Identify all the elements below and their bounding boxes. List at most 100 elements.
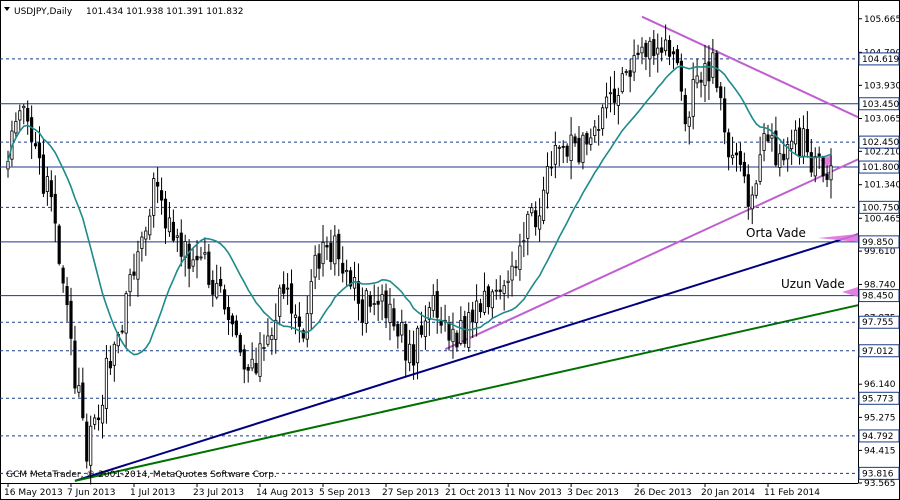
candle	[494, 279, 498, 300]
candle	[81, 367, 85, 421]
candle	[628, 58, 632, 93]
candle-body	[211, 279, 215, 295]
candle	[30, 105, 34, 160]
candle	[652, 30, 656, 65]
candle	[821, 156, 825, 183]
candle-body	[766, 134, 770, 142]
candle-body	[140, 236, 144, 249]
level-label: 99.850	[862, 238, 894, 248]
candle-body	[742, 161, 746, 177]
candle	[297, 302, 301, 343]
candle	[490, 289, 494, 318]
candle-body	[266, 335, 270, 345]
candle	[534, 201, 538, 236]
date-tick-label: 7 Jun 2013	[67, 488, 115, 498]
candle-body	[475, 300, 479, 324]
candle	[758, 136, 762, 185]
candle-body	[691, 79, 695, 117]
candle	[455, 330, 459, 352]
candle	[612, 70, 617, 115]
candle-body	[730, 154, 735, 159]
candle	[624, 69, 628, 76]
trendline	[74, 233, 859, 482]
level-arrow	[842, 287, 858, 297]
candle-body	[313, 254, 317, 278]
trendline	[444, 158, 859, 351]
candle-body	[451, 328, 455, 343]
level-label: 93.816	[862, 469, 894, 479]
candle	[778, 144, 782, 177]
candle	[675, 44, 680, 66]
candle-body	[37, 142, 42, 159]
candle	[549, 151, 553, 177]
candle-body	[384, 290, 388, 319]
level-label: 104.619	[862, 55, 899, 65]
candle-body	[108, 361, 112, 369]
candle	[85, 413, 89, 469]
candle	[120, 324, 124, 335]
price-tick-label: 98.740	[864, 280, 896, 290]
level-label: 103.450	[862, 100, 899, 110]
level-label: 94.792	[862, 432, 894, 442]
candle-body	[73, 340, 77, 389]
date-tick-label: 3 Dec 2013	[567, 488, 619, 498]
candle	[601, 104, 605, 136]
candle	[301, 328, 305, 343]
candle	[415, 325, 420, 380]
candle	[337, 229, 341, 277]
candle	[313, 245, 317, 290]
level-label-box	[858, 135, 900, 149]
candle-body	[57, 225, 61, 264]
annotation-uzun-vade: Uzun Vade	[781, 277, 845, 291]
candle-body	[577, 137, 581, 163]
candle-body	[526, 213, 530, 239]
candle	[711, 38, 715, 84]
candle-body	[734, 152, 739, 156]
candle	[65, 277, 69, 322]
date-tick-label: 23 Jul 2013	[193, 488, 244, 498]
candle-body	[490, 291, 494, 309]
dropdown-triangle-icon[interactable]	[4, 7, 10, 11]
candle-body	[372, 303, 376, 305]
candle	[234, 315, 238, 338]
candle-body	[502, 285, 506, 294]
candle	[152, 172, 156, 228]
candle	[825, 165, 829, 188]
level-label-box	[858, 344, 900, 358]
candle-body	[427, 307, 431, 320]
candle-body	[447, 322, 451, 341]
candle-body	[506, 280, 510, 283]
candle-body	[549, 166, 553, 169]
candle-body	[644, 42, 648, 57]
candle-body	[41, 154, 46, 194]
candle-body	[825, 174, 829, 180]
candle-body	[30, 117, 34, 142]
candle	[309, 269, 313, 330]
candle	[459, 306, 463, 346]
candle-body	[774, 130, 778, 166]
candle-body	[498, 289, 502, 292]
candle-body	[356, 281, 361, 304]
candle-body	[187, 243, 191, 269]
candle-body	[821, 157, 825, 177]
level-label-box	[858, 315, 900, 329]
candle-body	[278, 287, 282, 317]
candle-body	[415, 327, 420, 364]
candle	[526, 211, 530, 256]
candle	[238, 332, 242, 357]
candle	[538, 198, 542, 242]
candle	[510, 251, 514, 297]
candle-body	[349, 270, 353, 287]
candle	[41, 139, 46, 198]
candle-body	[199, 256, 203, 259]
candle	[813, 147, 817, 183]
candle-body	[778, 153, 782, 168]
candle-body	[522, 240, 526, 243]
candle	[33, 131, 38, 150]
candle	[719, 82, 723, 111]
candle-body	[203, 252, 207, 255]
candle-body	[321, 242, 325, 265]
candle-body	[711, 52, 715, 78]
candle-body	[128, 274, 132, 293]
candle	[774, 116, 778, 167]
